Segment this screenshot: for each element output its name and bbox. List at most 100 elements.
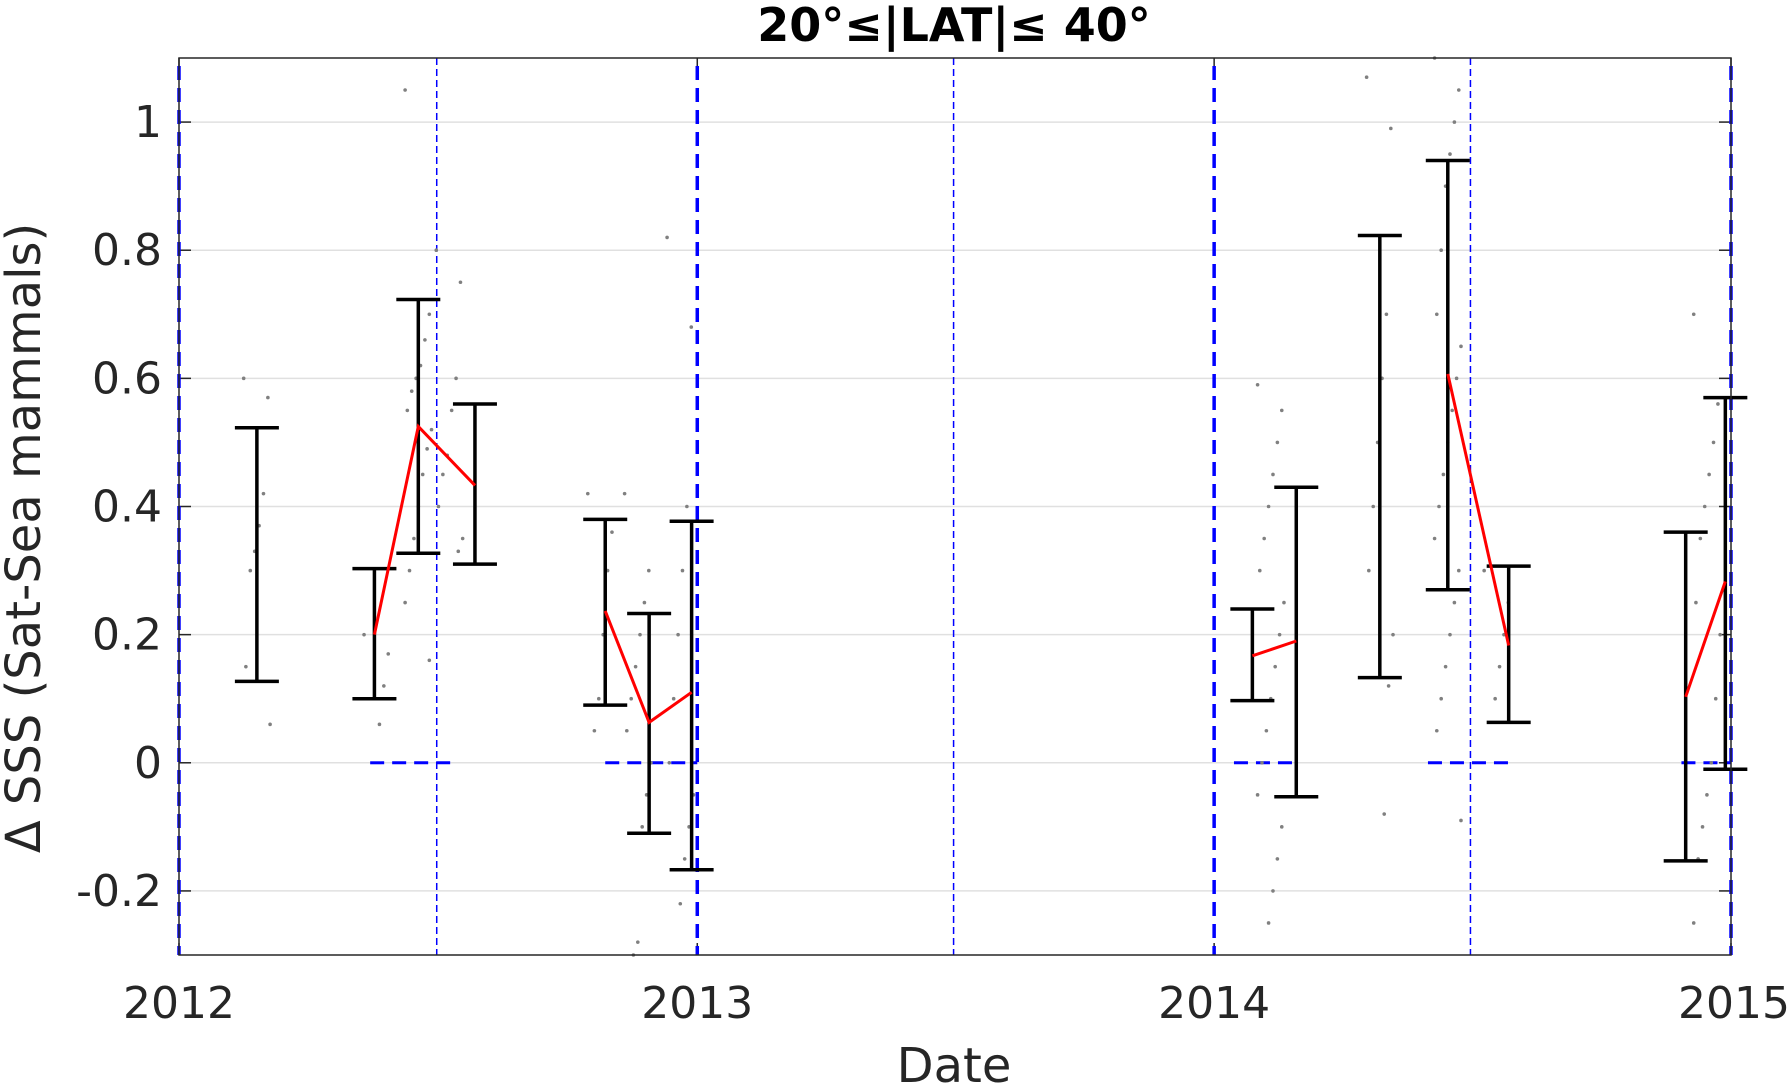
sample-point: [640, 825, 645, 829]
sample-point: [1713, 696, 1718, 701]
sample-point: [671, 696, 676, 701]
sample-point: [1452, 120, 1457, 124]
sample-point: [585, 491, 590, 496]
chart-title: 20°≤|LAT|≤ 40°: [757, 0, 1150, 53]
sample-point: [1448, 632, 1452, 637]
sample-point: [268, 722, 272, 727]
sample-point: [1271, 472, 1275, 477]
sample-point: [1711, 440, 1716, 445]
x-tick-label: 2014: [1158, 978, 1270, 1029]
sample-point: [1382, 812, 1387, 816]
sample-point: [1441, 472, 1446, 477]
sample-point: [1700, 825, 1705, 829]
sample-point: [1273, 664, 1277, 669]
sample-point: [420, 472, 425, 477]
y-tick-label: 0.4: [92, 482, 162, 533]
sample-point: [1497, 664, 1502, 669]
x-tick-label: 2015: [1678, 978, 1790, 1029]
sample-point: [1260, 760, 1264, 765]
sample-point: [1384, 312, 1389, 317]
sample-point: [434, 248, 439, 253]
sample-point: [1266, 921, 1271, 925]
y-tick-label: 0.6: [92, 353, 162, 404]
sample-point: [386, 652, 391, 656]
sample-point: [405, 408, 410, 413]
grid-lines: [178, 58, 1732, 955]
sample-point: [1698, 536, 1703, 541]
sample-point: [1448, 152, 1452, 156]
x-tick-label: 2012: [123, 978, 235, 1029]
sample-point: [1439, 696, 1443, 701]
sample-point: [1434, 728, 1439, 733]
y-tick-labels: -0.2 0 0.2 0.4 0.6 0.8 1: [76, 97, 162, 917]
sample-point: [1459, 818, 1463, 823]
x-tick-labels: 2012 2013 2014 2015: [123, 978, 1790, 1029]
sample-point: [1257, 568, 1262, 573]
y-tick-label: -0.2: [76, 866, 162, 917]
sample-point: [441, 472, 445, 477]
sample-point: [636, 940, 640, 944]
sample-point: [689, 325, 694, 329]
sample-point: [429, 427, 434, 432]
sample-point: [456, 549, 461, 554]
sample-point: [377, 722, 382, 727]
mean-line: [1684, 581, 1727, 698]
sample-point: [1271, 889, 1275, 893]
sample-point: [642, 600, 647, 605]
sample-point: [1456, 568, 1461, 573]
sample-point: [1432, 536, 1437, 541]
sample-point: [676, 632, 680, 637]
sample-point: [1709, 760, 1714, 765]
sample-point: [1493, 696, 1497, 701]
sample-point: [1275, 440, 1280, 445]
sample-point: [1277, 632, 1282, 637]
sample-point: [460, 536, 465, 541]
sample-point: [1718, 632, 1722, 637]
sample-point: [665, 235, 669, 240]
x-axis-label: Date: [897, 1038, 1012, 1087]
sample-point: [458, 280, 463, 285]
sample-point: [610, 530, 614, 534]
mean-line: [372, 423, 477, 635]
y-tick-label: 0.2: [92, 610, 162, 661]
sample-point: [629, 696, 634, 701]
sample-point: [1275, 857, 1280, 861]
sample-point: [1364, 75, 1369, 80]
sample-point: [638, 632, 642, 637]
y-tick-label: 0.8: [92, 225, 162, 276]
sample-point: [427, 658, 432, 663]
x-tick-label: 2013: [641, 978, 753, 1029]
y-tick-label: 1: [134, 97, 162, 148]
mean-line: [603, 610, 693, 725]
sample-point: [1459, 344, 1463, 349]
sample-point: [1371, 504, 1376, 509]
sample-point: [412, 536, 416, 541]
sample-point: [685, 504, 689, 509]
sample-point: [625, 728, 629, 733]
sample-point: [425, 447, 429, 451]
sample-point: [1255, 382, 1260, 387]
sample-point: [454, 376, 458, 381]
sample-point: [682, 857, 687, 861]
sample-point: [1450, 408, 1454, 413]
sample-point: [1279, 408, 1284, 413]
sample-point: [1707, 472, 1711, 477]
sample-point: [1255, 793, 1260, 797]
sample-point: [1389, 126, 1393, 131]
sample-point: [409, 389, 414, 393]
sample-point: [362, 632, 366, 637]
plot-area-frame: [178, 57, 1732, 956]
mean-lines: [372, 373, 1727, 725]
sample-point: [1456, 88, 1461, 92]
sample-point: [403, 88, 407, 92]
sample-point: [633, 664, 638, 669]
sample-point: [1691, 921, 1696, 925]
mean-line: [1251, 639, 1297, 658]
sample-point: [678, 901, 683, 906]
sample-point: [1705, 793, 1709, 797]
sample-point: [261, 491, 266, 496]
sample-point: [1439, 248, 1443, 253]
sample-point: [1266, 504, 1271, 509]
y-axis-label: Δ SSS (Sat-Sea mammals): [0, 223, 52, 853]
